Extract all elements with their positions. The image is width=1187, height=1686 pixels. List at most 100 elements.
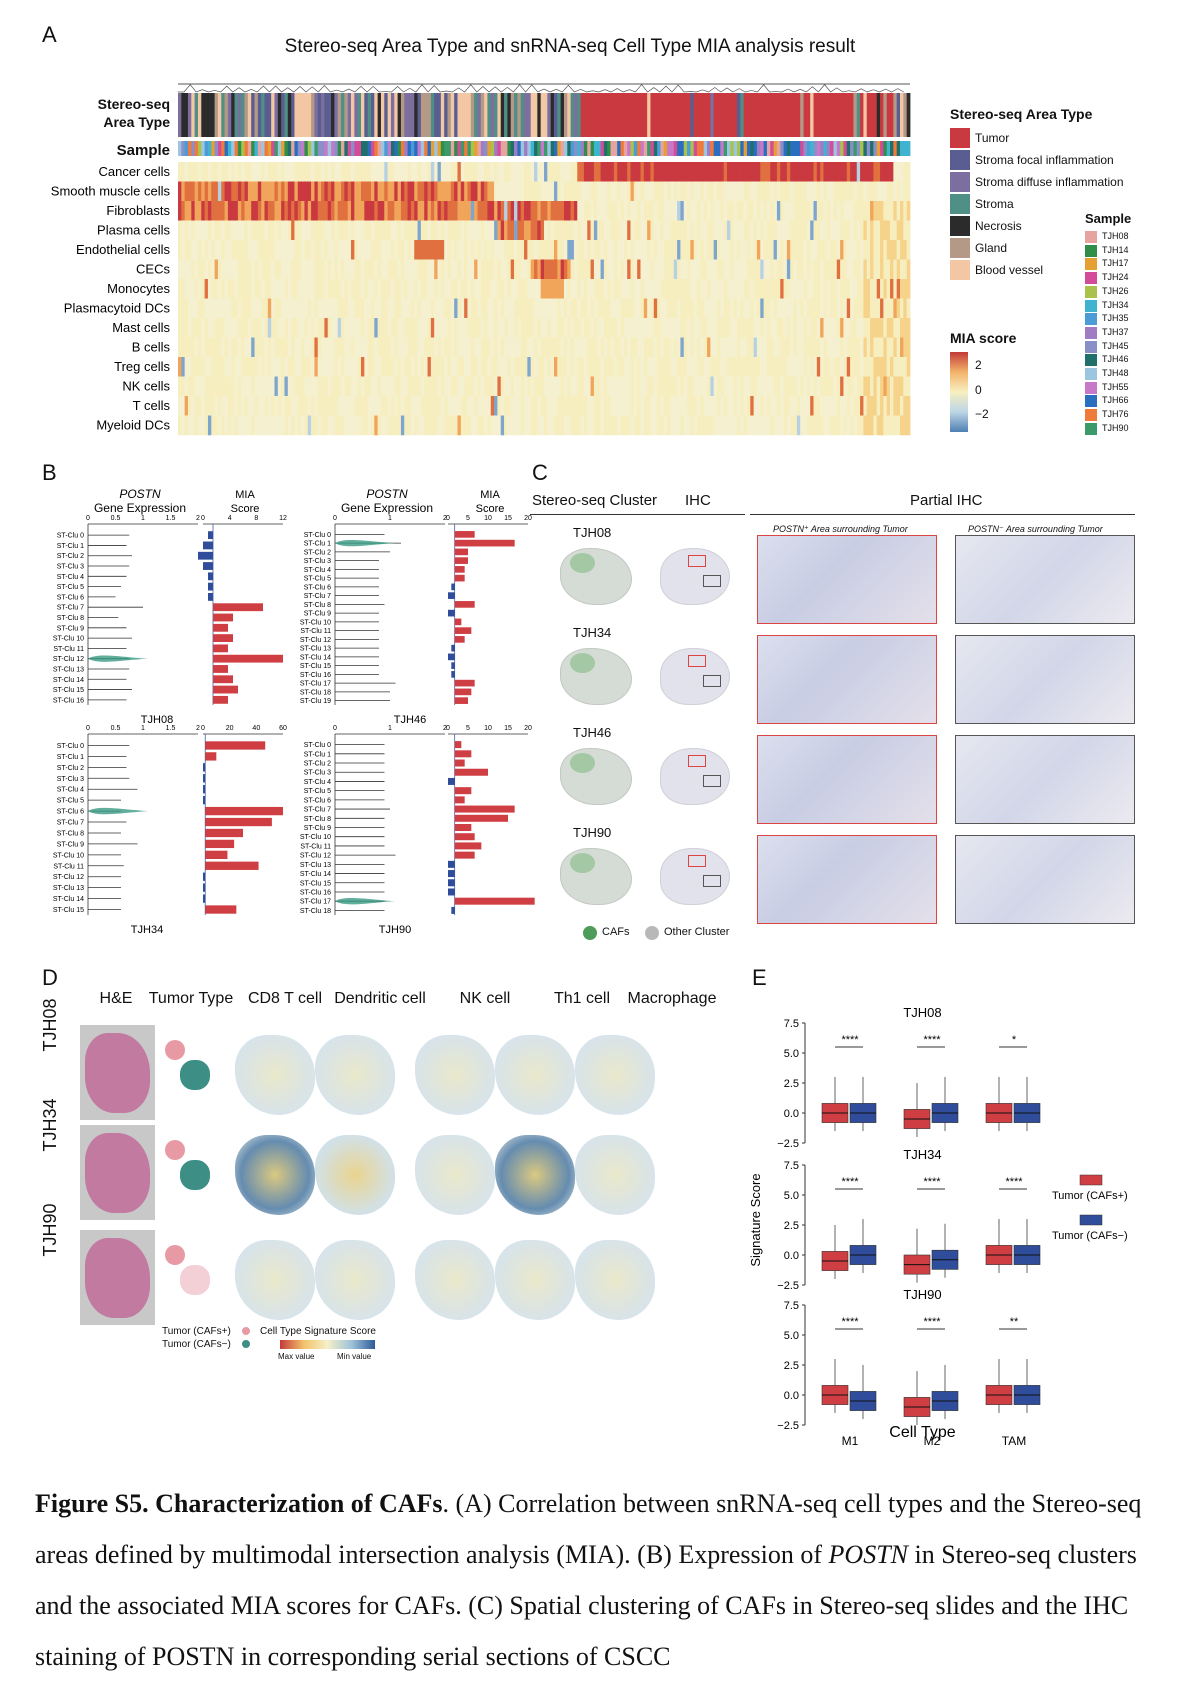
signature-score-colorbar bbox=[280, 1340, 375, 1349]
heatmap-cell bbox=[530, 396, 535, 416]
heatmap-cell bbox=[297, 396, 302, 416]
heatmap-cell bbox=[627, 181, 631, 202]
heatmap-cell bbox=[893, 259, 898, 280]
heatmap-cell bbox=[707, 376, 711, 397]
heatmap-cell bbox=[380, 415, 385, 436]
heatmap-cell bbox=[760, 162, 764, 182]
heatmap-cell bbox=[417, 337, 422, 358]
heatmap-cell bbox=[687, 415, 691, 436]
heatmap-cell bbox=[850, 357, 854, 377]
area-type-cell bbox=[181, 93, 186, 137]
heatmap-cell bbox=[470, 337, 475, 358]
heatmap-cell bbox=[337, 181, 342, 202]
heatmap-cell bbox=[786, 240, 791, 260]
sample-cell bbox=[583, 141, 588, 156]
heatmap-cell bbox=[707, 337, 711, 358]
heatmap-cell bbox=[863, 318, 868, 338]
heatmap-cell bbox=[750, 298, 755, 319]
heatmap-cell bbox=[184, 415, 189, 436]
heatmap-cell bbox=[377, 357, 382, 377]
heatmap-cell bbox=[460, 337, 465, 358]
area-type-cell bbox=[580, 93, 585, 137]
heatmap-cell bbox=[517, 259, 522, 280]
heatmap-cell bbox=[194, 357, 199, 377]
heatmap-cell bbox=[317, 376, 322, 397]
heatmap-cell bbox=[850, 240, 854, 260]
heatmap-cell bbox=[277, 279, 282, 299]
area-type-cell bbox=[297, 93, 302, 137]
cell-type-label: T cells bbox=[133, 398, 171, 413]
heatmap-cell bbox=[311, 259, 315, 280]
heatmap-cell bbox=[717, 318, 721, 338]
sample-cell bbox=[683, 141, 688, 156]
cafs-legend-dot bbox=[583, 926, 597, 940]
mia-tick: 60 bbox=[279, 725, 287, 732]
heatmap-cell bbox=[370, 279, 375, 299]
heatmap-cell bbox=[567, 298, 572, 319]
heatmap-cell bbox=[487, 201, 492, 221]
heatmap-cell bbox=[823, 298, 828, 319]
heatmap-cell bbox=[387, 279, 392, 299]
heatmap-cell bbox=[810, 220, 814, 241]
heatmap-cell bbox=[444, 337, 448, 358]
mia-bar bbox=[205, 752, 217, 761]
heatmap-cell bbox=[896, 415, 901, 436]
heatmap-cell bbox=[514, 220, 518, 241]
heatmap-cell bbox=[397, 337, 402, 358]
heatmap-cell bbox=[816, 376, 821, 397]
cell-type-label: Mast cells bbox=[112, 320, 170, 335]
heatmap-cell bbox=[477, 318, 482, 338]
heatmap-cell bbox=[314, 415, 319, 436]
heatmap-cell bbox=[254, 279, 259, 299]
heatmap-cell bbox=[853, 396, 858, 416]
heatmap-cell bbox=[830, 220, 834, 241]
heatmap-cell bbox=[464, 220, 468, 241]
heatmap-cell bbox=[560, 279, 565, 299]
heatmap-cell bbox=[860, 279, 864, 299]
heatmap-cell bbox=[454, 162, 458, 182]
heatmap-cell bbox=[470, 201, 475, 221]
heatmap-cell bbox=[434, 337, 438, 358]
mia-tick: 0 bbox=[446, 515, 450, 522]
heatmap-cell bbox=[291, 259, 295, 280]
heatmap-cell bbox=[740, 376, 745, 397]
heatmap-cell bbox=[467, 337, 472, 358]
heatmap-cell bbox=[880, 298, 884, 319]
heatmap-cell bbox=[424, 162, 428, 182]
sample-cell bbox=[823, 141, 828, 156]
heatmap-cell bbox=[500, 415, 505, 436]
heatmap-cell bbox=[816, 201, 821, 221]
heatmap-cell bbox=[234, 201, 239, 221]
heatmap-cell bbox=[407, 376, 412, 397]
heatmap-cell bbox=[467, 357, 472, 377]
heatmap-cell bbox=[630, 181, 635, 202]
heatmap-cell bbox=[524, 337, 528, 358]
heatmap-cell bbox=[653, 298, 658, 319]
heatmap-cell bbox=[896, 181, 901, 202]
heatmap-cell bbox=[337, 201, 342, 221]
area-type-cell bbox=[830, 93, 834, 137]
heatmap-cell bbox=[603, 396, 608, 416]
heatmap-cell bbox=[490, 162, 495, 182]
heatmap-cell bbox=[700, 318, 705, 338]
cluster-label: ST-Clu 2 bbox=[304, 761, 331, 768]
area-legend-label: Tumor bbox=[975, 131, 1010, 145]
heatmap-cell bbox=[467, 220, 472, 241]
heatmap-cell bbox=[544, 162, 548, 182]
tumor-pos-spot bbox=[165, 1040, 185, 1060]
area-type-cell bbox=[663, 93, 668, 137]
heatmap-cell bbox=[410, 337, 415, 358]
heatmap-cell bbox=[673, 376, 678, 397]
heatmap-cell bbox=[517, 181, 522, 202]
mia-bar bbox=[454, 679, 475, 687]
heatmap-cell bbox=[863, 220, 868, 241]
heatmap-cell bbox=[843, 337, 848, 358]
heatmap-cell bbox=[580, 298, 585, 319]
heatmap-cell bbox=[703, 415, 708, 436]
heatmap-cell bbox=[544, 318, 548, 338]
heatmap-cell bbox=[470, 318, 475, 338]
heatmap-cell bbox=[457, 318, 462, 338]
sample-cell bbox=[553, 141, 558, 156]
heatmap-cell bbox=[500, 162, 505, 182]
heatmap-cell bbox=[217, 357, 222, 377]
